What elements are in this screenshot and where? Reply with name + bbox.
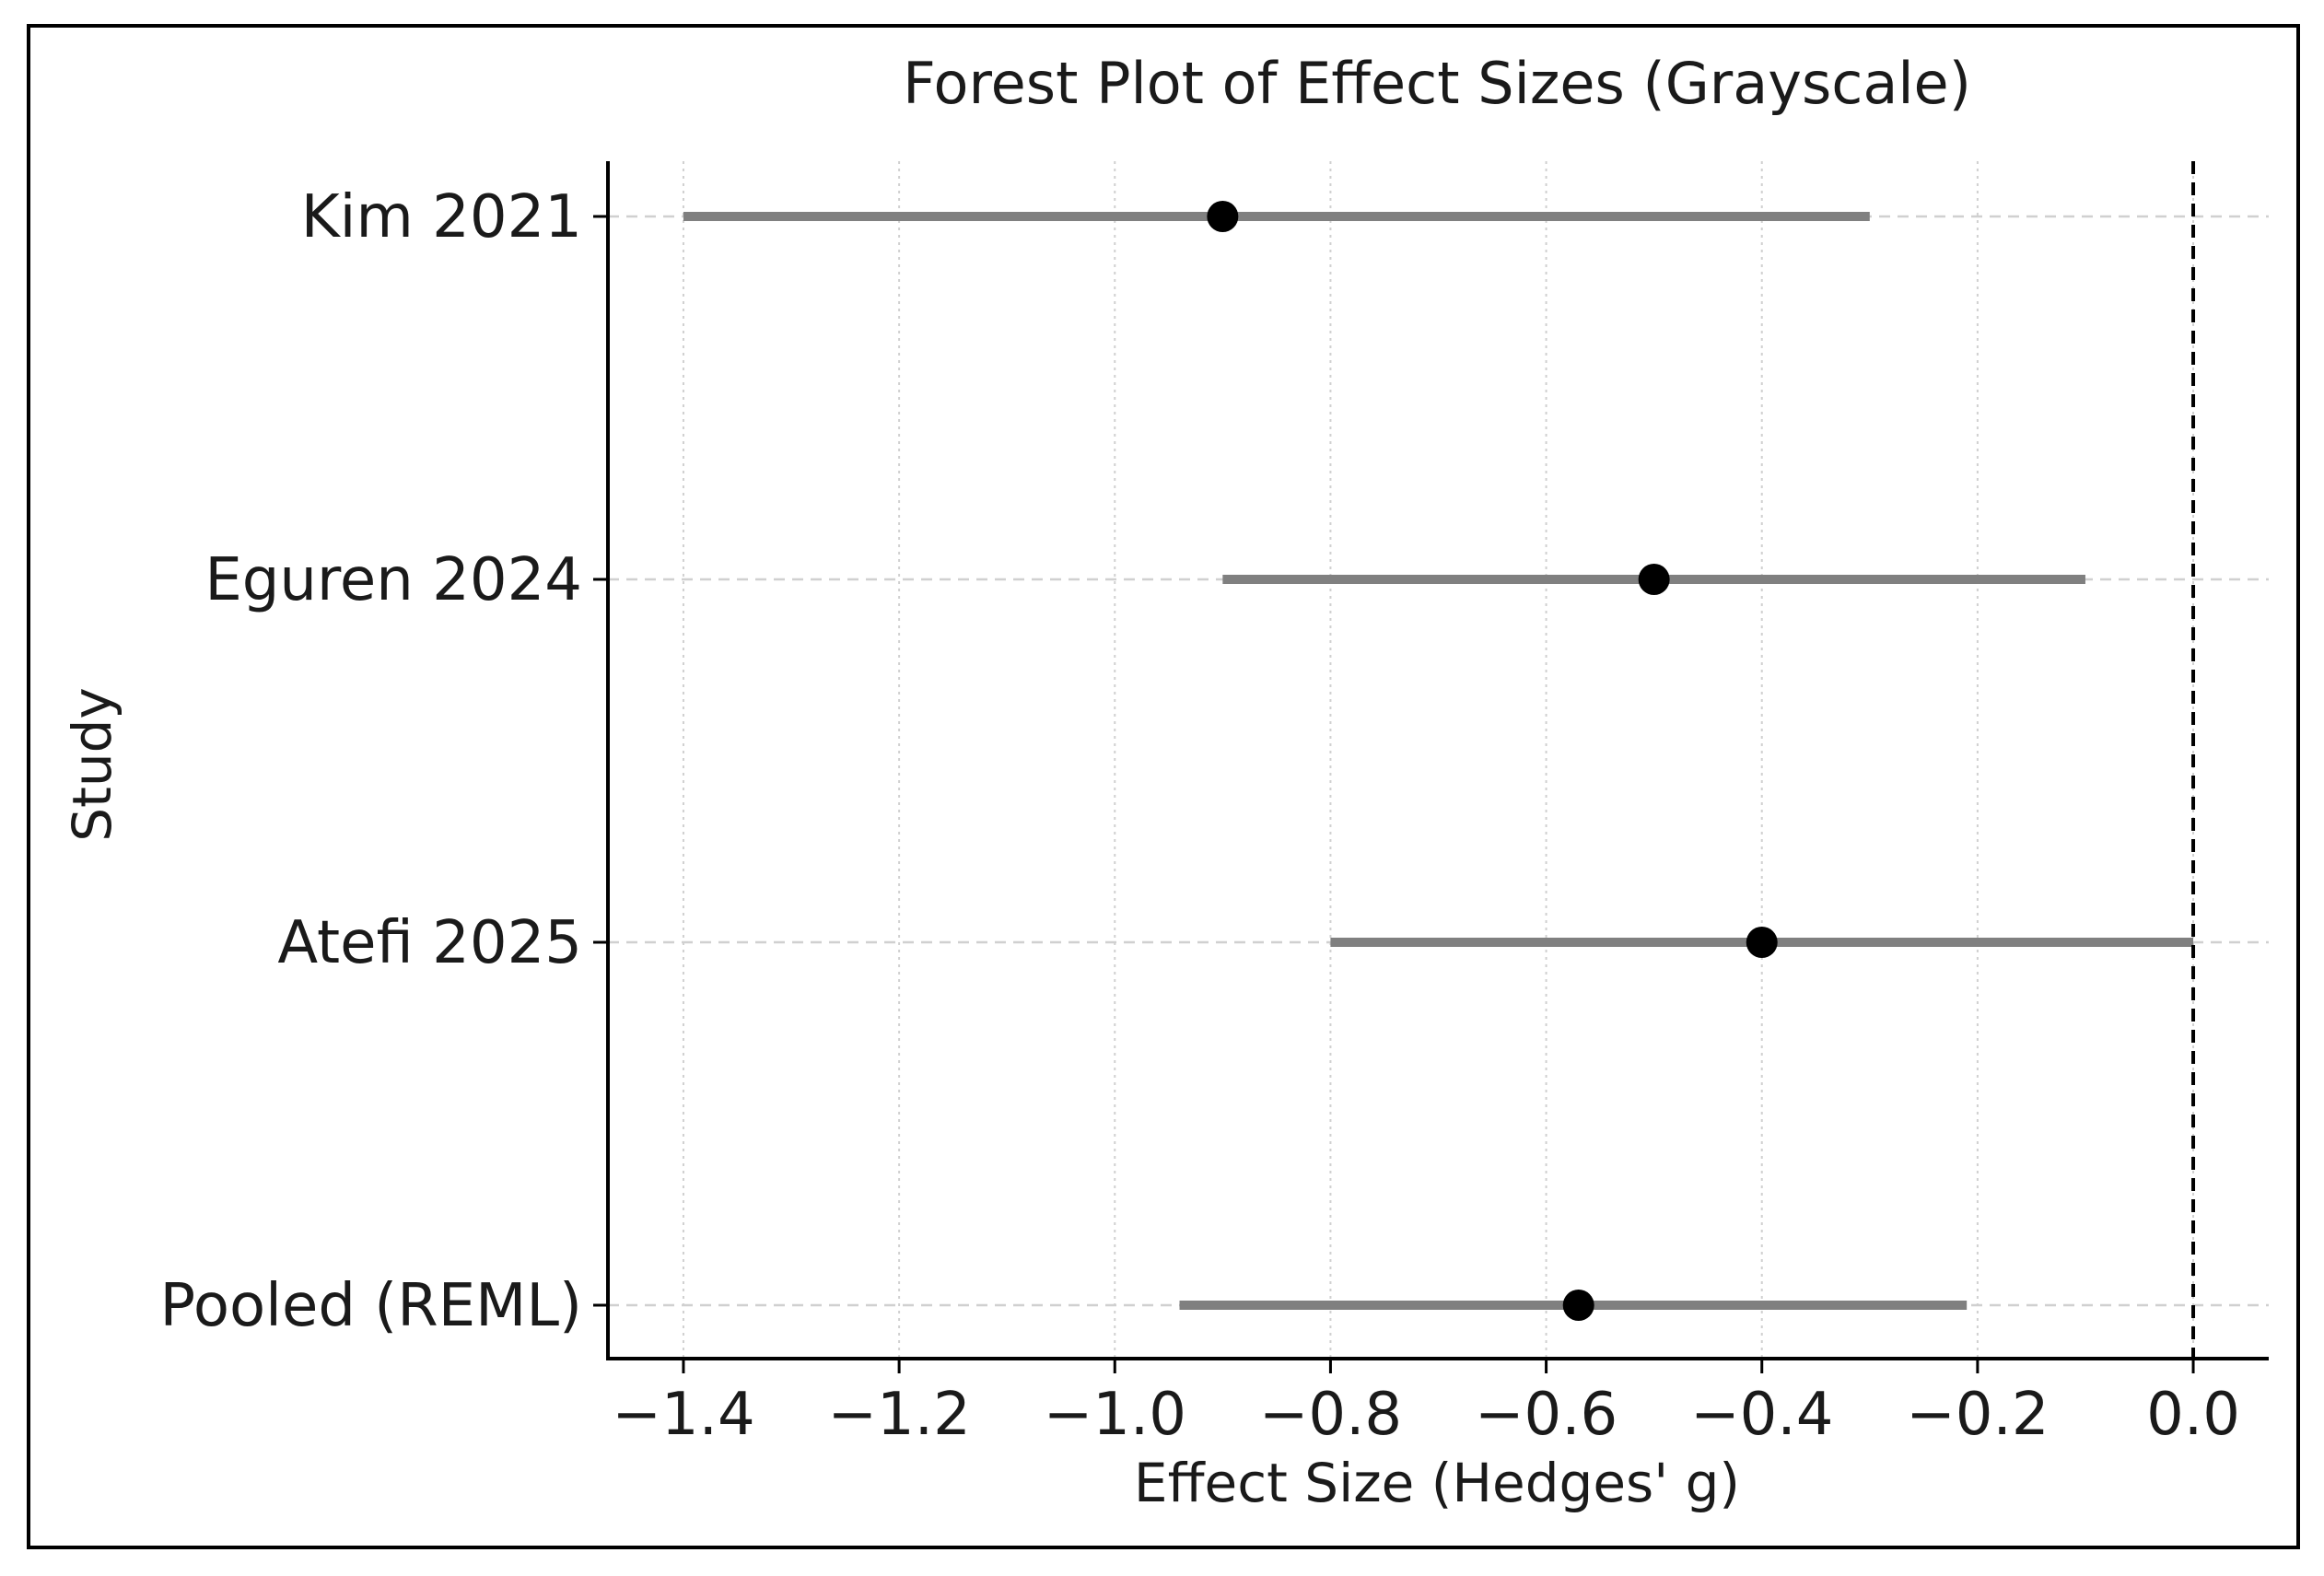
point-estimate-0 <box>1207 201 1239 232</box>
ci-layer <box>683 212 2194 1310</box>
figure-frame <box>27 24 2300 1549</box>
point-estimate-3 <box>1562 1290 1594 1321</box>
x-tick-label-1: −1.2 <box>827 1381 970 1449</box>
x-tick-label-0: −1.4 <box>612 1381 754 1449</box>
y-axis-label: Study <box>61 687 123 841</box>
tick-layer: −1.4 −1.2 −1.0 −0.8 −0.6 −0.4 −0.2 0.0 Kim 2021 E… <box>160 183 2240 1449</box>
grid-layer <box>608 161 2269 1359</box>
study-label-2: Atefi 2025 <box>277 909 582 977</box>
x-tick-label-6: −0.2 <box>1906 1381 2049 1449</box>
point-estimate-1 <box>1638 564 1670 595</box>
point-estimate-2 <box>1746 927 1778 958</box>
chart-title: Forest Plot of Effect Sizes (Grayscale) <box>903 50 1971 117</box>
x-axis-label: Effect Size (Hedges' g) <box>1134 1452 1740 1514</box>
x-tick-label-5: −0.4 <box>1690 1381 1833 1449</box>
study-label-3: Pooled (REML) <box>160 1272 582 1340</box>
study-label-0: Kim 2021 <box>301 183 582 251</box>
x-tick-label-4: −0.6 <box>1475 1381 1617 1449</box>
x-tick-label-3: −0.8 <box>1259 1381 1402 1449</box>
x-tick-label-2: −1.0 <box>1044 1381 1186 1449</box>
axes-layer <box>606 161 2269 1360</box>
x-tick-label-7: 0.0 <box>2146 1381 2240 1449</box>
study-label-1: Eguren 2024 <box>204 546 582 614</box>
point-layer <box>1207 201 1778 1321</box>
